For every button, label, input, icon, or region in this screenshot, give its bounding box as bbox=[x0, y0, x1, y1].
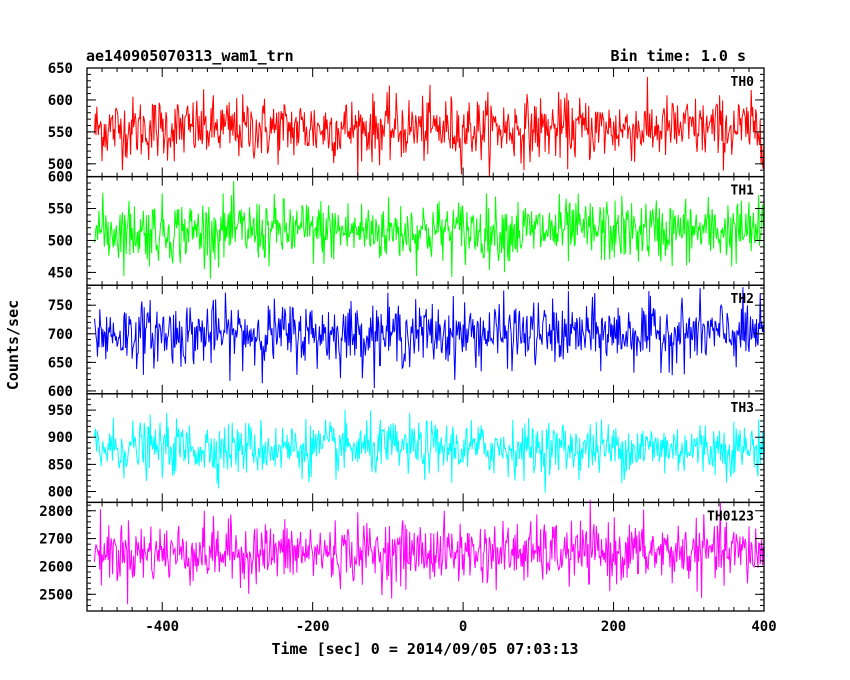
y-tick-label: 600 bbox=[48, 93, 73, 109]
y-tick-label: 600 bbox=[48, 384, 73, 400]
y-axis-label: Counts/sec bbox=[4, 300, 22, 390]
y-tick-label: 850 bbox=[48, 457, 73, 473]
y-tick-label: 500 bbox=[48, 157, 73, 173]
series-line-th0123 bbox=[94, 499, 765, 605]
x-axis-label: Time [sec] 0 = 2014/09/05 07:03:13 bbox=[271, 640, 578, 658]
series-line-th0 bbox=[94, 76, 765, 177]
y-tick-label: 900 bbox=[48, 430, 73, 446]
y-tick-label: 2500 bbox=[39, 587, 73, 603]
series-line-th1 bbox=[94, 180, 765, 279]
panel-label-th2: TH2 bbox=[731, 292, 754, 307]
panel-label-th1: TH1 bbox=[731, 184, 755, 199]
series-line-th3 bbox=[94, 409, 765, 493]
x-axis: -400 -200 0 200 400 bbox=[145, 619, 776, 635]
x-tick-label: 200 bbox=[601, 619, 626, 635]
panel-label-th0123: TH0123 bbox=[707, 509, 754, 524]
y-tick-label: 2800 bbox=[39, 504, 73, 520]
panels: 500 550 600 650 TH0 450 500 550 600 TH1 600 650 700 7… bbox=[39, 61, 765, 612]
series-line-th2 bbox=[94, 287, 765, 389]
y-tick-label: 2700 bbox=[39, 532, 73, 548]
y-tick-label: 500 bbox=[48, 233, 73, 249]
y-tick-label: 950 bbox=[48, 403, 73, 419]
y-tick-label: 650 bbox=[48, 355, 73, 371]
panel-th2: 600 650 700 750 TH2 bbox=[48, 284, 765, 400]
y-tick-label: 650 bbox=[48, 61, 73, 77]
y-tick-label: 700 bbox=[48, 327, 73, 343]
y-tick-label: 550 bbox=[48, 125, 73, 141]
x-tick-label: -400 bbox=[145, 619, 179, 635]
chart-title: ae140905070313_wam1_trn bbox=[86, 47, 294, 65]
y-tick-label: 2600 bbox=[39, 559, 73, 575]
x-tick-label: 400 bbox=[751, 619, 776, 635]
x-tick-label: 0 bbox=[459, 619, 467, 635]
y-tick-label: 750 bbox=[48, 298, 73, 314]
panel-label-th3: TH3 bbox=[731, 401, 754, 416]
panel-th0123: 2500 2600 2700 2800 TH0123 bbox=[39, 499, 765, 612]
panel-th0: 500 550 600 650 TH0 bbox=[48, 61, 765, 178]
y-tick-label: 600 bbox=[48, 170, 73, 186]
panel-frame bbox=[86, 501, 765, 612]
panel-th3: 800 850 900 950 TH3 bbox=[48, 393, 765, 504]
x-tick-label: -200 bbox=[296, 619, 330, 635]
panel-label-th0: TH0 bbox=[731, 75, 755, 90]
y-tick-label: 550 bbox=[48, 202, 73, 218]
y-tick-label: 450 bbox=[48, 265, 73, 281]
panel-frame bbox=[86, 284, 765, 395]
panel-th1: 450 500 550 600 TH1 bbox=[48, 170, 765, 286]
bin-time-label: Bin time: 1.0 s bbox=[611, 47, 746, 65]
y-tick-label: 800 bbox=[48, 485, 73, 501]
